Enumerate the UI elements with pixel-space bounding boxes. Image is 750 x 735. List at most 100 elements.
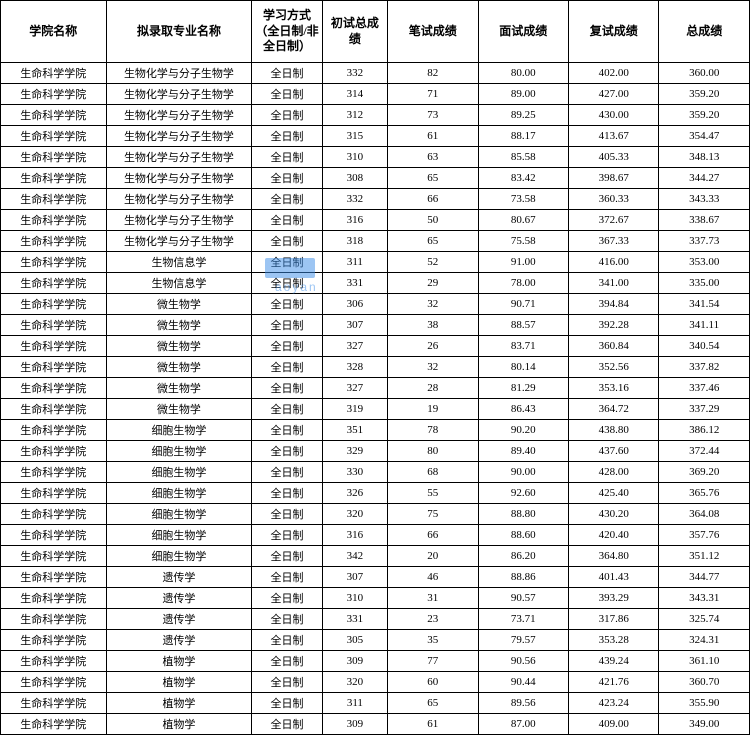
cell-13-6: 360.84 (568, 336, 658, 357)
cell-21-3: 320 (322, 504, 387, 525)
cell-5-2: 全日制 (252, 168, 322, 189)
cell-28-4: 77 (388, 651, 478, 672)
cell-13-0: 生命科学学院 (1, 336, 107, 357)
cell-10-6: 341.00 (568, 273, 658, 294)
cell-22-4: 66 (388, 525, 478, 546)
cell-19-6: 428.00 (568, 462, 658, 483)
cell-5-0: 生命科学学院 (1, 168, 107, 189)
cell-20-4: 55 (388, 483, 478, 504)
cell-18-4: 80 (388, 441, 478, 462)
table-row: 生命科学学院植物学全日制3097790.56439.24361.10 (1, 651, 750, 672)
cell-17-3: 351 (322, 420, 387, 441)
cell-12-0: 生命科学学院 (1, 315, 107, 336)
cell-1-4: 71 (388, 84, 478, 105)
cell-10-2: 全日制 (252, 273, 322, 294)
cell-9-0: 生命科学学院 (1, 252, 107, 273)
cell-7-3: 316 (322, 210, 387, 231)
cell-8-3: 318 (322, 231, 387, 252)
cell-12-2: 全日制 (252, 315, 322, 336)
cell-8-7: 337.73 (659, 231, 750, 252)
cell-7-2: 全日制 (252, 210, 322, 231)
cell-6-7: 343.33 (659, 189, 750, 210)
cell-15-1: 微生物学 (106, 378, 252, 399)
cell-10-4: 29 (388, 273, 478, 294)
cell-27-0: 生命科学学院 (1, 630, 107, 651)
cell-29-2: 全日制 (252, 672, 322, 693)
table-row: 生命科学学院细胞生物学全日制3207588.80430.20364.08 (1, 504, 750, 525)
cell-9-5: 91.00 (478, 252, 568, 273)
cell-10-3: 331 (322, 273, 387, 294)
admission-table: 学院名称拟录取专业名称学习方式（全日制/非全日制）初试总成绩笔试成绩面试成绩复试… (0, 0, 750, 735)
cell-13-7: 340.54 (659, 336, 750, 357)
cell-4-0: 生命科学学院 (1, 147, 107, 168)
cell-7-1: 生物化学与分子生物学 (106, 210, 252, 231)
cell-31-5: 87.00 (478, 714, 568, 735)
cell-22-5: 88.60 (478, 525, 568, 546)
table-row: 生命科学学院生物化学与分子生物学全日制3328280.00402.00360.0… (1, 63, 750, 84)
column-header-3: 初试总成绩 (322, 1, 387, 63)
cell-2-2: 全日制 (252, 105, 322, 126)
cell-12-1: 微生物学 (106, 315, 252, 336)
cell-6-4: 66 (388, 189, 478, 210)
cell-28-5: 90.56 (478, 651, 568, 672)
cell-1-3: 314 (322, 84, 387, 105)
cell-20-5: 92.60 (478, 483, 568, 504)
cell-31-2: 全日制 (252, 714, 322, 735)
cell-20-1: 细胞生物学 (106, 483, 252, 504)
cell-3-2: 全日制 (252, 126, 322, 147)
cell-22-3: 316 (322, 525, 387, 546)
table-row: 生命科学学院生物化学与分子生物学全日制3147189.00427.00359.2… (1, 84, 750, 105)
cell-18-7: 372.44 (659, 441, 750, 462)
cell-2-5: 89.25 (478, 105, 568, 126)
cell-25-6: 393.29 (568, 588, 658, 609)
cell-0-3: 332 (322, 63, 387, 84)
cell-23-0: 生命科学学院 (1, 546, 107, 567)
table-row: 生命科学学院细胞生物学全日制3265592.60425.40365.76 (1, 483, 750, 504)
cell-26-6: 317.86 (568, 609, 658, 630)
cell-3-7: 354.47 (659, 126, 750, 147)
cell-5-7: 344.27 (659, 168, 750, 189)
cell-7-7: 338.67 (659, 210, 750, 231)
cell-24-2: 全日制 (252, 567, 322, 588)
cell-10-0: 生命科学学院 (1, 273, 107, 294)
table-row: 生命科学学院植物学全日制3116589.56423.24355.90 (1, 693, 750, 714)
cell-5-6: 398.67 (568, 168, 658, 189)
cell-8-1: 生物化学与分子生物学 (106, 231, 252, 252)
cell-17-5: 90.20 (478, 420, 568, 441)
cell-0-2: 全日制 (252, 63, 322, 84)
table-row: 生命科学学院微生物学全日制3272683.71360.84340.54 (1, 336, 750, 357)
cell-13-4: 26 (388, 336, 478, 357)
cell-11-7: 341.54 (659, 294, 750, 315)
column-header-4: 笔试成绩 (388, 1, 478, 63)
cell-26-0: 生命科学学院 (1, 609, 107, 630)
table-row: 生命科学学院遗传学全日制3312373.71317.86325.74 (1, 609, 750, 630)
cell-12-3: 307 (322, 315, 387, 336)
cell-1-7: 359.20 (659, 84, 750, 105)
cell-12-7: 341.11 (659, 315, 750, 336)
cell-2-4: 73 (388, 105, 478, 126)
cell-14-3: 328 (322, 357, 387, 378)
column-header-5: 面试成绩 (478, 1, 568, 63)
cell-9-3: 311 (322, 252, 387, 273)
cell-9-6: 416.00 (568, 252, 658, 273)
cell-28-1: 植物学 (106, 651, 252, 672)
cell-1-5: 89.00 (478, 84, 568, 105)
cell-27-2: 全日制 (252, 630, 322, 651)
cell-1-2: 全日制 (252, 84, 322, 105)
table-row: 生命科学学院遗传学全日制3053579.57353.28324.31 (1, 630, 750, 651)
cell-23-1: 细胞生物学 (106, 546, 252, 567)
cell-19-2: 全日制 (252, 462, 322, 483)
cell-21-5: 88.80 (478, 504, 568, 525)
cell-15-0: 生命科学学院 (1, 378, 107, 399)
table-row: 生命科学学院细胞生物学全日制3166688.60420.40357.76 (1, 525, 750, 546)
cell-10-7: 335.00 (659, 273, 750, 294)
cell-14-6: 352.56 (568, 357, 658, 378)
cell-3-0: 生命科学学院 (1, 126, 107, 147)
cell-31-1: 植物学 (106, 714, 252, 735)
cell-29-3: 320 (322, 672, 387, 693)
cell-9-1: 生物信息学 (106, 252, 252, 273)
table-row: 生命科学学院生物化学与分子生物学全日制3106385.58405.33348.1… (1, 147, 750, 168)
cell-24-3: 307 (322, 567, 387, 588)
cell-30-5: 89.56 (478, 693, 568, 714)
cell-29-0: 生命科学学院 (1, 672, 107, 693)
